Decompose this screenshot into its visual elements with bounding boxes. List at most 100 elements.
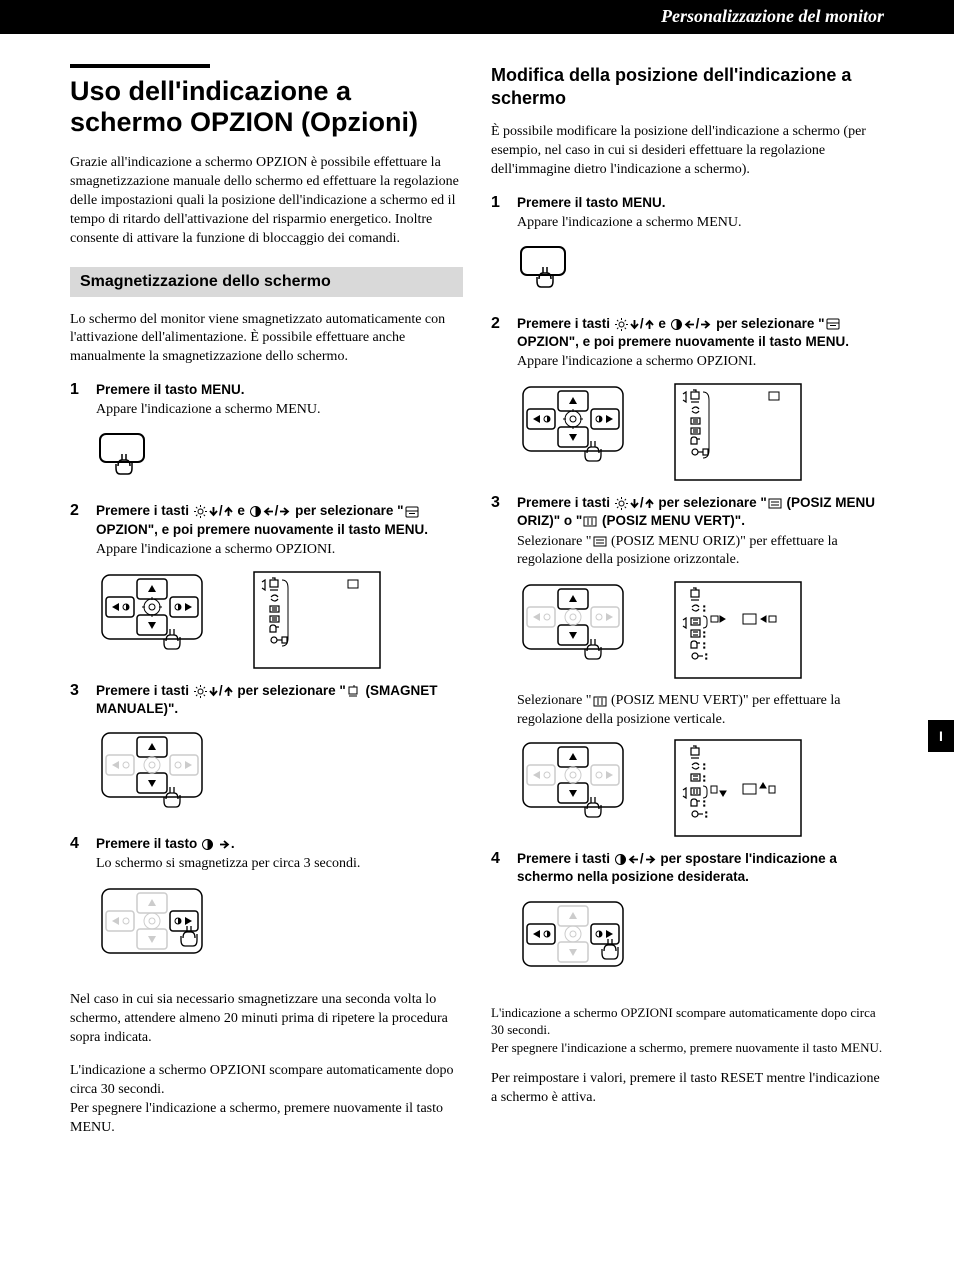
text: Per spegnere l'indicazione a schermo, pr… (491, 1040, 882, 1055)
osd-screen-icon (252, 570, 382, 670)
text: (POSIZ MENU VERT)". (598, 513, 745, 528)
svg-text::: : (705, 809, 708, 819)
svg-text::: : (703, 773, 706, 783)
body-paragraph: Per reimpostare i valori, premere il tas… (491, 1070, 884, 1108)
contrast-icon (250, 506, 261, 517)
body-paragraph: L'indicazione a schermo OPZIONI scompare… (70, 1062, 463, 1138)
step-1: 1 Premere il tasto MENU. Appare l'indica… (491, 194, 884, 233)
text: per selezionare " (655, 495, 767, 510)
text: Premere il tasto (96, 836, 201, 851)
text: per selezionare " (291, 503, 403, 518)
up-arrow-icon (645, 319, 654, 330)
h-pos-icon (593, 536, 607, 547)
right-column: Modifica della posizione dell'indicazion… (491, 64, 884, 1151)
sun-icon (194, 685, 207, 698)
down-arrow-icon (209, 506, 218, 517)
step-bold: Premere i tasti / e / per selezionare " … (517, 315, 884, 351)
body-paragraph: Lo schermo del monitor viene smagnetizza… (70, 311, 463, 368)
osd-screen-icon (673, 382, 803, 482)
contrast-icon (671, 319, 682, 330)
subsection-heading: Modifica della posizione dell'indicazion… (491, 64, 884, 109)
page-body: Uso dell'indicazione a schermo OPZION (O… (0, 34, 954, 1191)
left-arrow-icon (263, 507, 274, 516)
text: e (655, 316, 670, 331)
step-number: 3 (491, 494, 507, 570)
step-4: 4 Premere il tasto . Lo schermo si smagn… (70, 835, 463, 874)
text: Per spegnere l'indicazione a schermo, pr… (70, 1101, 443, 1135)
svg-text::: : (703, 798, 706, 808)
dpad-horizontal-figure (513, 897, 884, 992)
step-3: 3 Premere i tasti / per selezionare " (P… (491, 494, 884, 570)
step-bold: Premere il tasto MENU. (96, 381, 463, 399)
left-arrow-icon (628, 855, 639, 864)
text: OPZION", e poi premere nuovamente il tas… (96, 522, 428, 537)
right-arrow-icon (645, 855, 656, 864)
step-number: 4 (70, 835, 86, 874)
left-arrow-icon (684, 320, 695, 329)
step-plain: Appare l'indicazione a schermo OPZIONI. (96, 541, 463, 560)
option-icon (405, 506, 419, 518)
sun-icon (194, 505, 207, 518)
degauss-icon (347, 685, 361, 697)
up-arrow-icon (645, 498, 654, 509)
text: Selezionare " (517, 534, 592, 549)
menu-button-figure (92, 430, 463, 490)
v-pos-icon (593, 696, 607, 707)
step-plain: Appare l'indicazione a schermo MENU. (96, 401, 463, 420)
step-plain: Lo schermo si smagnetizza per circa 3 se… (96, 855, 463, 874)
text: per selezionare " (234, 683, 346, 698)
body-paragraph: L'indicazione a schermo OPZIONI scompare… (491, 1004, 884, 1057)
text: Premere i tasti (96, 503, 193, 518)
step-bold: Premere il tasto MENU. (517, 194, 884, 212)
v-pos-icon (583, 516, 597, 527)
text: e (234, 503, 249, 518)
dpad-osd-v-figure: : : : : (513, 738, 884, 838)
subsection-heading: Smagnetizzazione dello schermo (70, 267, 463, 297)
step-number: 3 (70, 682, 86, 718)
step-number: 4 (491, 850, 507, 886)
contrast-icon (202, 839, 213, 850)
down-arrow-icon (630, 319, 639, 330)
step-plain: Selezionare " (POSIZ MENU ORIZ)" per eff… (517, 533, 884, 571)
step-number: 1 (70, 381, 86, 420)
step-1: 1 Premere il tasto MENU. Appare l'indica… (70, 381, 463, 420)
body-paragraph: È possibile modificare la posizione dell… (491, 123, 884, 180)
sun-icon (615, 497, 628, 510)
text: per selezionare " (712, 316, 824, 331)
step-bold: Premere i tasti / per spostare l'indicaz… (517, 850, 884, 886)
step-3: 3 Premere i tasti / per selezionare " (S… (70, 682, 463, 718)
svg-text::: : (703, 761, 706, 771)
down-arrow-icon (630, 498, 639, 509)
menu-button-figure (513, 243, 884, 303)
text: Premere i tasti (96, 683, 193, 698)
step-number: 2 (70, 502, 86, 559)
left-column: Uso dell'indicazione a schermo OPZION (O… (70, 64, 463, 1151)
dpad-osd-figure (92, 570, 463, 670)
up-arrow-icon (224, 686, 233, 697)
step-number: 2 (491, 315, 507, 372)
up-arrow-icon (224, 506, 233, 517)
header-bar: Personalizzazione del monitor (0, 0, 954, 34)
osd-h-adjust-icon: : : : : (673, 580, 803, 680)
svg-text::: : (705, 651, 708, 661)
step-bold: Premere il tasto . (96, 835, 463, 853)
text: Premere i tasti (517, 495, 614, 510)
step-plain: Selezionare " (POSIZ MENU VERT)" per eff… (517, 692, 884, 730)
body-paragraph: Nel caso in cui sia necessario smagnetiz… (70, 991, 463, 1048)
text: . (231, 836, 235, 851)
side-tab: I (928, 720, 954, 752)
h-pos-icon (768, 498, 782, 509)
contrast-icon (615, 854, 626, 865)
dpad-osd-figure (513, 382, 884, 482)
dpad-all-icon (92, 570, 222, 660)
step-4: 4 Premere i tasti / per spostare l'indic… (491, 850, 884, 886)
text: Selezionare " (517, 693, 592, 708)
dpad-vertical-icon (513, 738, 643, 828)
svg-text::: : (703, 640, 706, 650)
step-bold: Premere i tasti / per selezionare " (SMA… (96, 682, 463, 718)
text: L'indicazione a schermo OPZIONI scompare… (70, 1063, 454, 1097)
sun-icon (615, 318, 628, 331)
option-icon (826, 318, 840, 330)
step-bold: Premere i tasti / per selezionare " (POS… (517, 494, 884, 530)
main-heading: Uso dell'indicazione a schermo OPZION (O… (70, 76, 463, 138)
